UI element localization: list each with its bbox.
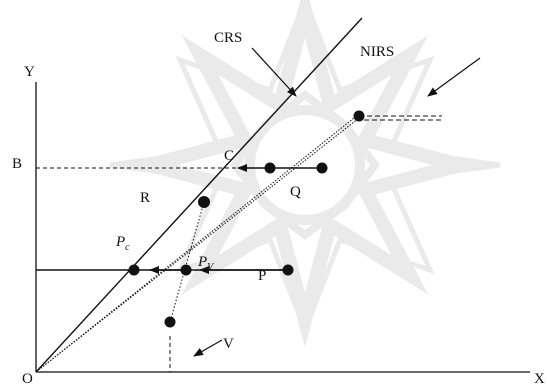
b-label: B	[12, 156, 22, 172]
r-label: R	[140, 190, 150, 206]
point-p	[282, 264, 294, 276]
upper-right-pointer-arrow	[427, 57, 481, 97]
p-label: P	[258, 268, 266, 284]
point-q-left	[264, 162, 276, 174]
background-watermark	[109, 0, 501, 348]
nirs-label: NIRS	[360, 44, 394, 60]
q-label: Q	[290, 184, 301, 200]
point-pv	[180, 264, 192, 276]
v-pointer-arrow	[193, 339, 223, 357]
y-axis-label: Y	[24, 64, 35, 80]
x-axis-label: X	[534, 371, 545, 385]
v-label: V	[223, 336, 234, 352]
point-v	[164, 316, 176, 328]
c-label: C	[224, 148, 234, 164]
nirs-frontier-line	[35, 117, 360, 373]
pc-label: Pc	[115, 234, 130, 253]
pv-label: PV	[197, 254, 215, 273]
point-r	[198, 196, 210, 208]
crs-frontier-line	[35, 17, 363, 373]
point-pc	[128, 264, 140, 276]
point-upper-right	[353, 110, 365, 122]
crs-pointer-arrow	[251, 47, 297, 97]
origin-label: O	[22, 371, 33, 385]
crs-label: CRS	[214, 30, 242, 46]
point-q	[316, 162, 328, 174]
